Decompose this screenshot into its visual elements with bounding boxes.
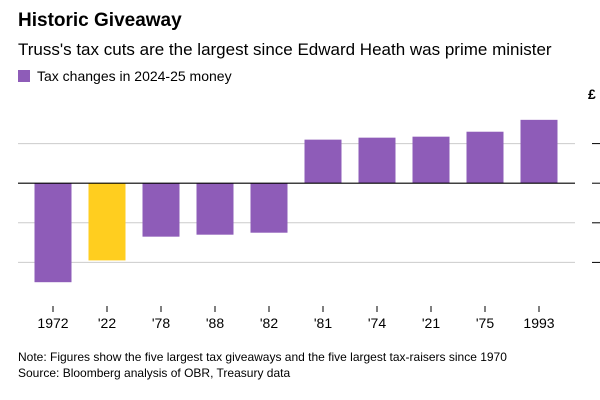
bar-78 <box>142 183 180 237</box>
footnote: Note: Figures show the five largest tax … <box>18 350 507 364</box>
bar-22 <box>88 183 126 261</box>
bar-81 <box>304 139 342 184</box>
bar-1972 <box>34 183 72 283</box>
x-tick-label: 1972 <box>37 315 68 331</box>
x-tick-label: '22 <box>98 315 116 331</box>
x-tick-label: '82 <box>260 315 278 331</box>
legend-swatch <box>18 70 30 82</box>
bar-21 <box>412 136 450 184</box>
x-tick-label: '21 <box>422 315 440 331</box>
x-tick-label: '78 <box>152 315 170 331</box>
legend: Tax changes in 2024-25 money <box>18 68 232 84</box>
x-tick-label: '74 <box>368 315 386 331</box>
legend-label: Tax changes in 2024-25 money <box>37 68 232 84</box>
x-tick-label: '81 <box>314 315 332 331</box>
bar-chart: 1972 '22 '78 '88 '82 '81 '74 '21 '75 1993 <box>18 119 600 331</box>
x-tick-label: 1993 <box>523 315 554 331</box>
x-tick-label: '75 <box>476 315 494 331</box>
bar-88 <box>196 183 234 235</box>
bar-75 <box>466 131 504 184</box>
chart-subtitle: Truss's tax cuts are the largest since E… <box>18 40 552 59</box>
bar-82 <box>250 183 288 233</box>
unit-label: £ <box>588 86 596 102</box>
x-tick-label: '88 <box>206 315 224 331</box>
source-note: Source: Bloomberg analysis of OBR, Treas… <box>18 366 291 380</box>
bar-74 <box>358 137 396 184</box>
bar-1993 <box>520 119 558 184</box>
chart-title: Historic Giveaway <box>18 10 182 31</box>
